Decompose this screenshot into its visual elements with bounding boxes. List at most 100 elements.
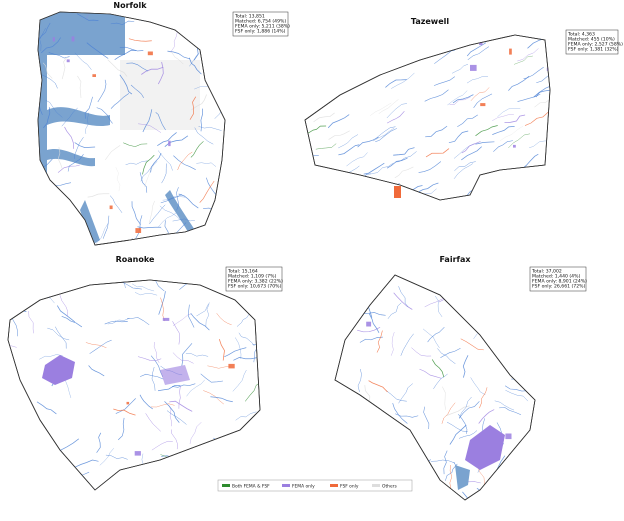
stream [449, 464, 453, 489]
stream [109, 195, 123, 213]
stream [170, 30, 178, 53]
stream [418, 161, 442, 173]
stream [11, 316, 18, 337]
patch [42, 355, 75, 385]
stream [157, 132, 177, 147]
stream [397, 459, 410, 480]
stream [155, 112, 166, 131]
stream [160, 297, 166, 322]
stream [125, 160, 148, 165]
stream [169, 400, 193, 412]
stream [158, 212, 177, 228]
stream [210, 396, 233, 403]
stream [494, 280, 514, 297]
stream [142, 154, 155, 175]
stream [492, 114, 514, 121]
stream [105, 454, 128, 460]
stream [232, 369, 247, 392]
panel-title: Norfolk [113, 1, 147, 10]
stream [458, 430, 478, 439]
legend-label: Both FEMA & FSF [232, 483, 270, 489]
stream [262, 458, 266, 480]
stream [309, 60, 330, 72]
stream [119, 74, 133, 95]
legend-box [217, 479, 413, 492]
patch [465, 425, 505, 470]
stream [216, 313, 232, 326]
stream [224, 347, 247, 358]
county-border [334, 274, 536, 501]
stream [459, 401, 480, 419]
stream [459, 396, 472, 419]
stream [42, 62, 53, 79]
stream [492, 126, 515, 135]
stream [75, 459, 99, 468]
stream [185, 353, 209, 357]
stream [521, 166, 545, 180]
stream [8, 431, 28, 446]
stream [145, 413, 161, 432]
water [38, 12, 200, 245]
stream [532, 318, 535, 335]
patch [134, 451, 141, 456]
patch [8, 440, 11, 445]
stream [508, 133, 531, 149]
stats-box [529, 266, 587, 292]
stream [357, 326, 381, 333]
stream [504, 385, 528, 392]
stream [178, 385, 181, 409]
stream [208, 466, 231, 471]
stream [117, 417, 125, 441]
stream [50, 280, 56, 291]
panel-title: Tazewell [411, 17, 449, 26]
stream [466, 42, 486, 57]
stream [161, 163, 167, 184]
patch [505, 433, 512, 440]
patch [354, 395, 361, 401]
stream [427, 327, 445, 343]
stream [238, 332, 255, 347]
stream [353, 35, 373, 43]
stream [208, 462, 228, 473]
stream [61, 56, 68, 80]
stream [391, 456, 399, 480]
stream [57, 147, 63, 170]
stream [454, 161, 476, 171]
stream [369, 102, 392, 116]
stream [39, 27, 46, 51]
stat-line: Matched: 1,109 (7%) [228, 274, 276, 280]
panel-title: Roanoke [116, 255, 155, 264]
stat-line: Total: 37,002 [531, 269, 562, 275]
stream [113, 280, 126, 289]
stream [32, 457, 55, 462]
stream [157, 150, 173, 171]
patch [162, 317, 170, 321]
stream [335, 460, 340, 463]
stream [205, 304, 210, 327]
stream [207, 365, 231, 369]
stream [150, 153, 162, 173]
stream [508, 75, 530, 91]
stream [508, 178, 531, 190]
stream [416, 182, 439, 193]
stream [77, 75, 82, 98]
stream [96, 432, 102, 453]
stream [85, 112, 90, 134]
stream [470, 377, 486, 395]
stream [188, 57, 202, 75]
patch [462, 295, 466, 301]
stream [28, 310, 34, 334]
stream [392, 403, 408, 424]
stream [395, 151, 417, 163]
stream [59, 295, 68, 317]
stream [160, 194, 183, 204]
stream [196, 162, 217, 167]
stream [181, 343, 193, 366]
county-border [7, 279, 261, 491]
stream [104, 320, 128, 325]
stream [460, 338, 484, 351]
stream [61, 107, 78, 127]
stream [411, 347, 432, 357]
patch [518, 315, 522, 320]
stream [445, 463, 458, 481]
